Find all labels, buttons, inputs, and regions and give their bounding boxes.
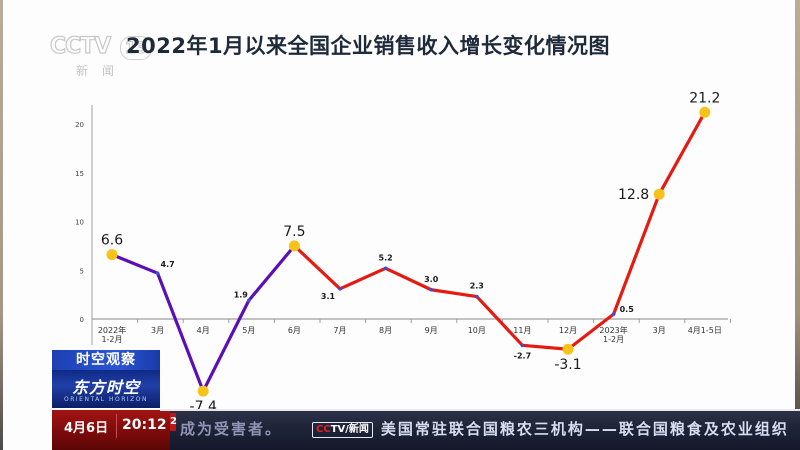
date-time-bar: 4月6日 20:12: [52, 410, 170, 450]
x-tick-label: 2022年: [98, 325, 126, 335]
channel-logo-text: CCTV: [49, 33, 112, 59]
data-label: 3.1: [321, 292, 336, 301]
news-ticker: 成为受害者。 CCTV/新闻 美国常驻联合国粮农三机构——联合国粮食及农业组织: [170, 411, 800, 450]
data-label: 12.8: [618, 187, 649, 203]
data-label: 3.0: [424, 275, 439, 284]
data-label: 4.7: [161, 260, 175, 269]
date-time-divider: [116, 414, 117, 438]
x-tick-label: 3月: [151, 326, 164, 335]
x-tick-label: 9月: [425, 326, 438, 335]
data-point-marker: [520, 343, 525, 348]
data-point-marker: [611, 312, 616, 316]
x-tick-label: 8月: [379, 326, 392, 335]
data-label: 1.9: [234, 290, 249, 299]
highlight-point-marker: [197, 385, 209, 397]
x-tick-label: 12月: [559, 326, 577, 335]
data-label: -2.7: [514, 351, 532, 360]
program-name: 东方时空: [71, 378, 140, 397]
x-tick-label: 2023年: [599, 325, 627, 335]
program-badge: 时空观察 东方时空 ORIENTAL HORIZON: [52, 350, 160, 450]
channel-number: 13: [120, 36, 152, 60]
x-tick-label: 10月: [468, 326, 486, 335]
y-tick-label: 15: [75, 170, 84, 178]
program-tag: 时空观察: [52, 350, 160, 370]
data-label: 7.5: [283, 224, 305, 240]
x-tick-label: 3月: [653, 326, 666, 335]
cctv-news-logo-icon: CCTV/新闻: [312, 421, 373, 438]
channel-logo: CCTV 13 新闻: [49, 33, 155, 84]
ticker-top-line: [160, 409, 800, 411]
x-tick-label: 11月: [513, 326, 531, 335]
ticker-index: 2: [170, 413, 177, 431]
y-tick-label: 20: [75, 121, 84, 129]
data-point-marker: [429, 287, 434, 292]
highlight-point-marker: [106, 249, 118, 261]
data-point-marker: [338, 286, 342, 291]
ticker-prev-text: 成为受害者。: [180, 420, 283, 438]
y-tick-label: 0: [80, 316, 84, 324]
highlight-point-marker: [699, 106, 711, 118]
ticker-headline: 美国常驻联合国粮农三机构——联合国粮食及农业组织: [380, 420, 789, 438]
x-tick-label: 1-2月: [101, 335, 122, 344]
x-tick-label: 1-2月: [603, 335, 624, 344]
background-edge-right: [795, 0, 800, 450]
data-label: 21.2: [689, 90, 720, 106]
x-tick-label: 7月: [333, 326, 346, 335]
broadcast-date: 4月6日: [64, 421, 109, 436]
x-tick-label: 4月1-5日: [688, 326, 722, 335]
y-tick-label: 10: [75, 219, 84, 227]
data-point-marker: [383, 266, 388, 271]
data-point-marker: [155, 271, 160, 275]
background-edge-left: [0, 0, 3, 450]
chart-title: 2022年1月以来全国企业销售收入增长变化情况图: [126, 34, 611, 58]
x-tick-label: 5月: [242, 326, 255, 335]
program-logo: 东方时空 ORIENTAL HORIZON: [52, 370, 160, 408]
x-tick-label: 4月: [197, 326, 210, 335]
broadcast-time: 20:12: [122, 417, 167, 433]
data-label: 6.6: [101, 233, 123, 249]
x-tick-label: 6月: [288, 326, 301, 335]
ticker-content: 成为受害者。 CCTV/新闻 美国常驻联合国粮农三机构——联合国粮食及农业组织: [180, 418, 789, 439]
highlight-point-marker: [562, 343, 574, 355]
data-label: 5.2: [379, 253, 393, 262]
highlight-point-marker: [653, 188, 665, 200]
channel-sub-label: 新闻: [76, 64, 129, 78]
data-label: 2.3: [470, 282, 484, 291]
data-line-series: [292, 110, 707, 351]
data-point-marker: [247, 298, 251, 303]
y-tick-label: 5: [80, 267, 84, 275]
highlight-point-marker: [288, 240, 300, 252]
data-label: 0.5: [620, 305, 635, 314]
data-point-marker: [475, 294, 479, 299]
program-name-en: ORIENTAL HORIZON: [64, 396, 148, 403]
data-label: -3.1: [554, 357, 581, 373]
